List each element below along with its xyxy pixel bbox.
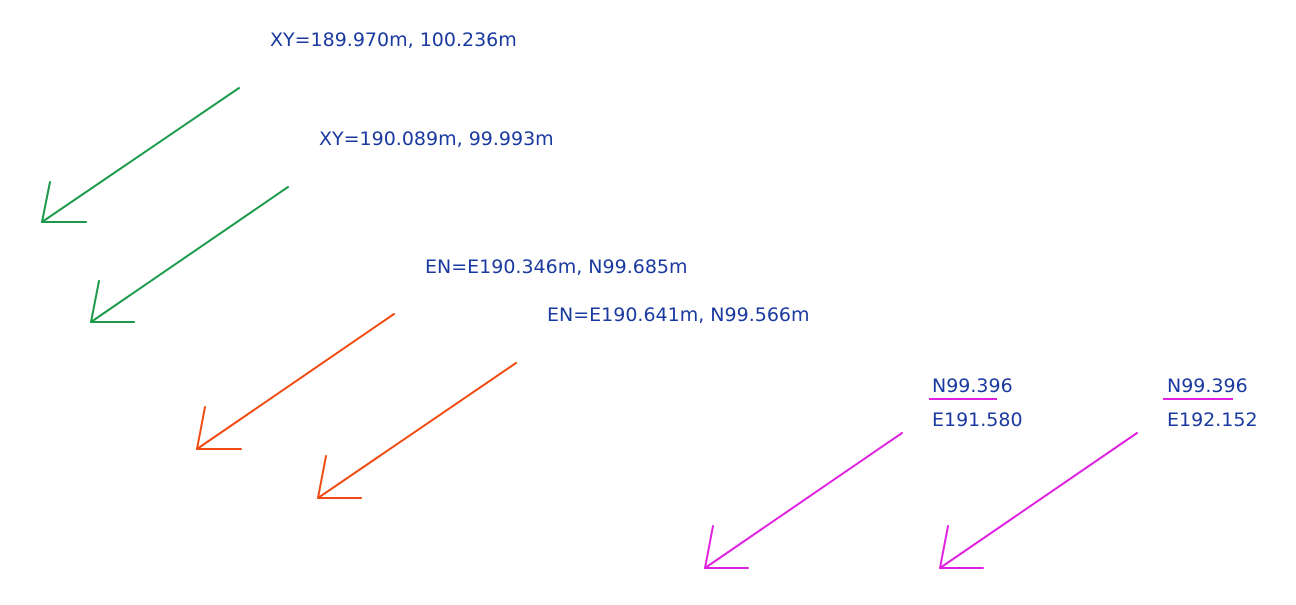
arrow-ne-2 — [939, 432, 1138, 569]
xy-label-2: XY=190.089m, 99.993m — [319, 128, 554, 150]
arrow-xy-1 — [41, 87, 240, 223]
arrow-en-1 — [196, 313, 395, 450]
east-label-2: E192.152 — [1167, 409, 1258, 431]
en-label-1: EN=E190.346m, N99.685m — [425, 256, 688, 278]
arrow-en-2 — [317, 362, 517, 499]
xy-label-1: XY=189.970m, 100.236m — [270, 29, 517, 51]
north-label-2: N99.396 — [1167, 375, 1248, 397]
east-label-1: E191.580 — [932, 409, 1023, 431]
arrow-xy-2 — [90, 186, 289, 323]
en-label-2: EN=E190.641m, N99.566m — [547, 304, 810, 326]
arrow-ne-1 — [704, 432, 903, 569]
north-label-1: N99.396 — [932, 375, 1013, 397]
